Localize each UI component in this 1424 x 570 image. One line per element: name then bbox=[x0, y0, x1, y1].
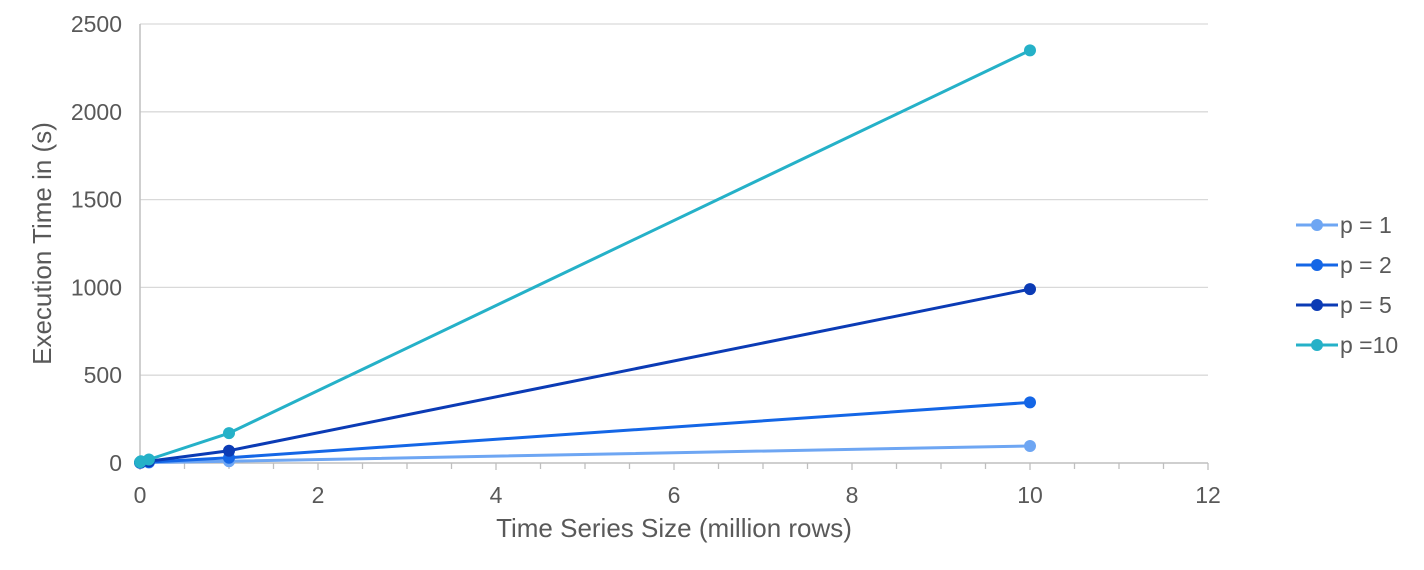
series-layer bbox=[134, 44, 1036, 469]
data-point bbox=[1024, 44, 1036, 57]
legend-swatch-marker bbox=[1311, 219, 1323, 231]
series-4 bbox=[134, 44, 1036, 469]
legend-label: p = 1 bbox=[1340, 212, 1392, 238]
x-tick-label: 2 bbox=[312, 482, 325, 508]
y-tick-label: 1500 bbox=[71, 187, 122, 213]
y-tick-label: 500 bbox=[84, 362, 122, 388]
data-point bbox=[142, 453, 155, 466]
data-point bbox=[1024, 283, 1036, 296]
x-tick-label: 8 bbox=[846, 482, 859, 508]
x-tick-label: 12 bbox=[1195, 482, 1221, 508]
y-tick-label: 2000 bbox=[71, 99, 122, 125]
x-axis-title: Time Series Size (million rows) bbox=[496, 513, 852, 543]
data-point bbox=[1024, 439, 1036, 452]
data-point bbox=[223, 427, 235, 440]
axes: 0 500 1000 1500 2000 2500 0 2 4 6 8 10 12 bbox=[71, 11, 1221, 508]
x-tick-label: 0 bbox=[134, 482, 147, 508]
legend-swatch-marker bbox=[1311, 339, 1323, 351]
series-2 bbox=[134, 396, 1036, 469]
x-tick-label: 4 bbox=[490, 482, 503, 508]
legend-label: p =10 bbox=[1340, 332, 1398, 358]
legend-item: p = 2 bbox=[1296, 252, 1392, 278]
x-tick-label: 6 bbox=[668, 482, 681, 508]
legend-item: p = 5 bbox=[1296, 292, 1392, 318]
legend-label: p = 2 bbox=[1340, 252, 1392, 278]
legend-label: p = 5 bbox=[1340, 292, 1392, 318]
data-point bbox=[1024, 396, 1036, 409]
legend-item: p =10 bbox=[1296, 332, 1398, 358]
legend-swatch-marker bbox=[1311, 299, 1323, 311]
data-point bbox=[223, 444, 235, 457]
legend: p = 1 p = 2 p = 5 p =10 bbox=[1296, 212, 1398, 358]
y-tick-label: 0 bbox=[109, 450, 122, 476]
legend-swatch-marker bbox=[1311, 259, 1323, 271]
legend-item: p = 1 bbox=[1296, 212, 1392, 238]
gridlines bbox=[140, 23, 1208, 376]
y-tick-label: 2500 bbox=[71, 11, 122, 37]
y-tick-label: 1000 bbox=[71, 274, 122, 300]
x-tick-label: 10 bbox=[1017, 482, 1043, 508]
y-axis-title: Execution Time in (s) bbox=[27, 122, 57, 365]
